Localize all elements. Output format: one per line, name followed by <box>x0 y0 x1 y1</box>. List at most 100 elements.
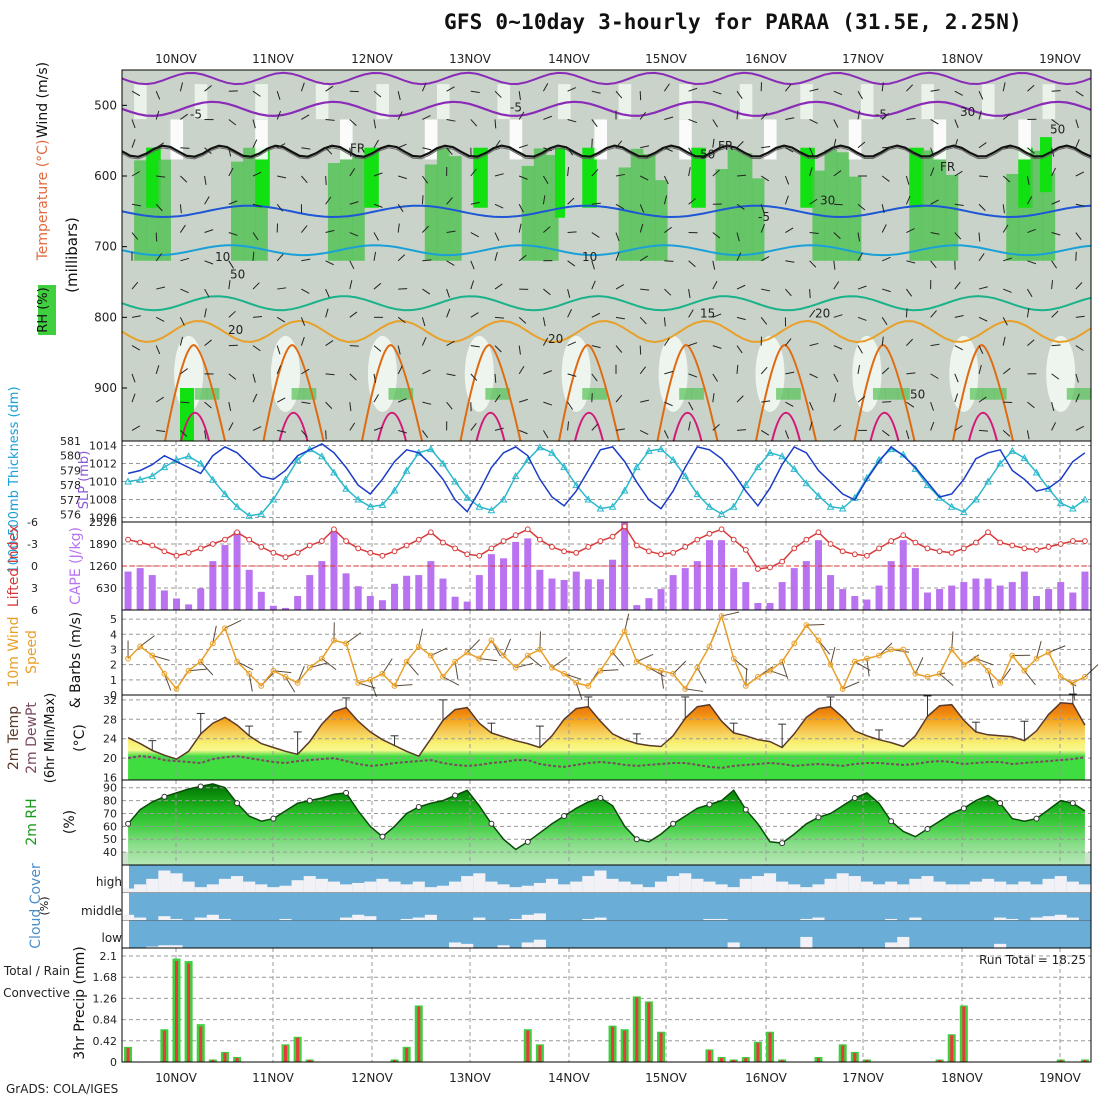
data-point <box>549 664 555 671</box>
data-point <box>900 532 907 539</box>
wind-barb <box>833 281 840 290</box>
cloud-cell <box>957 884 970 893</box>
wind-barb <box>1075 282 1083 290</box>
run-total-label: Run Total = 18.25 <box>979 953 1086 967</box>
cloud-cell <box>667 876 680 893</box>
cloud-cell <box>134 917 147 921</box>
wind-barb <box>179 317 185 326</box>
data-point <box>1033 815 1040 822</box>
wind-barb <box>1002 224 1009 233</box>
rh-cell <box>555 147 565 218</box>
data-point <box>645 548 652 555</box>
data-point <box>137 643 144 650</box>
wind-barb <box>494 119 497 129</box>
cloud-cell <box>679 873 692 893</box>
cape-bar <box>282 607 290 610</box>
cloud-cell <box>327 881 341 893</box>
wind-barb <box>905 288 913 297</box>
wind-barb <box>736 110 739 120</box>
bottom-date-label: 14NOV <box>548 1071 590 1085</box>
wind-barb <box>905 175 910 185</box>
rh-cell <box>654 180 668 261</box>
wind-barb <box>733 658 748 671</box>
cape-bar <box>875 585 883 610</box>
wind-barb <box>131 373 136 383</box>
cape-bar <box>197 588 205 610</box>
data-point <box>803 622 810 629</box>
cloud-cell <box>158 916 171 921</box>
precip-convective-bar <box>962 1006 966 1062</box>
cape-bar <box>778 582 786 610</box>
wind-barb <box>494 90 502 98</box>
wind-barb <box>736 284 746 290</box>
cape-bar <box>221 545 229 610</box>
data-point <box>609 649 616 656</box>
data-point <box>511 472 520 480</box>
rh-cell <box>594 388 607 400</box>
cloud-cell <box>812 917 825 921</box>
wind-barb <box>688 147 694 156</box>
rh-cell <box>969 388 983 400</box>
wind-barb <box>615 232 620 242</box>
cape-bar <box>596 579 604 610</box>
wind-barb <box>784 430 790 439</box>
cloud-cell <box>763 873 777 893</box>
wind-barb <box>1075 171 1085 177</box>
wind-barb <box>421 317 426 327</box>
wind-barb <box>1051 200 1061 205</box>
wind-barb <box>1002 317 1008 326</box>
wind-barb <box>591 90 601 94</box>
wind-barb <box>325 260 334 266</box>
wind-barb <box>309 662 328 669</box>
cloud-cell <box>146 946 159 948</box>
data-point <box>742 546 749 553</box>
wind-barb <box>712 393 715 403</box>
wind-barb <box>1051 167 1056 177</box>
data-point <box>342 484 350 492</box>
wind-barb <box>745 667 748 686</box>
wind-barb <box>906 147 915 154</box>
data-point <box>1020 454 1029 462</box>
wind-barb <box>212 625 217 644</box>
wind-barb <box>131 139 136 148</box>
wind-barb <box>833 138 837 148</box>
wind-barb <box>276 365 282 375</box>
cloud-cell <box>642 887 655 893</box>
wind-barb <box>640 288 650 291</box>
data-point <box>608 502 617 510</box>
cloud-cell <box>267 887 280 893</box>
contour-orange-lobe <box>262 344 325 442</box>
rh-axis-label: RH (%) <box>36 287 51 332</box>
precip-tick-label: 1.26 <box>93 992 118 1005</box>
cloud-cell <box>352 882 365 893</box>
wind-barb <box>615 394 623 403</box>
cloud-cell <box>146 878 159 893</box>
wind-barb <box>930 421 935 431</box>
wind-barb <box>228 167 234 177</box>
wind-barb <box>277 287 287 290</box>
wind-barb <box>446 288 451 298</box>
wind-barb <box>494 251 498 261</box>
wind-barb <box>591 232 600 238</box>
cape-bar <box>391 583 399 610</box>
contour-label-blue: -5 <box>758 210 770 224</box>
wind-barb <box>760 256 770 262</box>
cape-bar <box>415 575 423 610</box>
wind-barb <box>204 288 210 298</box>
data-point <box>367 549 374 556</box>
rh-cell <box>255 84 268 120</box>
cape-bar <box>342 573 350 610</box>
cape-bar <box>718 540 726 610</box>
data-point <box>633 658 640 665</box>
wind-barb <box>688 309 694 318</box>
precip-convective-bar <box>768 1032 772 1062</box>
wind-barb <box>325 340 334 347</box>
wind-barb <box>155 316 165 322</box>
data-point <box>621 523 628 530</box>
wind-barb <box>712 138 715 148</box>
data-point <box>415 643 422 650</box>
cloud-cell <box>533 913 546 921</box>
cape-bar <box>802 561 810 610</box>
li-axis-label: Lifted Index <box>6 525 22 607</box>
cloud-cell <box>727 887 740 893</box>
